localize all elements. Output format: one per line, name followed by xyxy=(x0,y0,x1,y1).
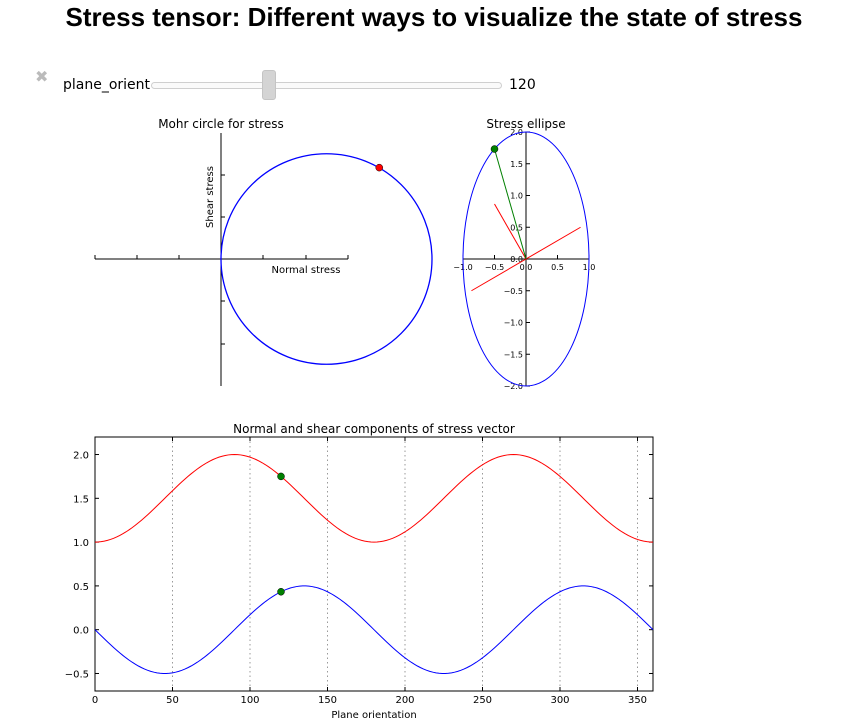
x-tick-label: 150 xyxy=(318,695,337,706)
y-tick-label: 2.0 xyxy=(73,451,89,462)
x-tick-label: 0 xyxy=(92,695,98,706)
components-frame xyxy=(94,436,654,692)
y-tick-label: −0.5 xyxy=(65,669,89,680)
y-tick-label: 1.0 xyxy=(73,538,89,549)
components-grid xyxy=(172,437,638,691)
stress-vector-line xyxy=(494,148,527,260)
normal-stress-series xyxy=(94,454,654,543)
components-title: Normal and shear components of stress ve… xyxy=(233,422,515,436)
mohr-title: Mohr circle for stress xyxy=(158,117,284,131)
components-ticks: 0 50 100 150 200 250 300 350 2.0 1.5 1.0 0.5 0.0 −0.5 xyxy=(65,437,653,706)
x-tick-label: 200 xyxy=(395,695,414,706)
shear-stress-series xyxy=(94,585,654,674)
ellipse-x-tick-label: −0.5 xyxy=(485,263,504,272)
ellipse-y-tick-label: 2.0 xyxy=(510,128,523,137)
plane-orient-slider-handle[interactable] xyxy=(262,70,276,100)
mohr-chart: Mohr circle for stress Normal stress She… xyxy=(94,117,433,386)
mohr-marker xyxy=(375,163,383,172)
plane-orient-slider-track[interactable] xyxy=(151,82,502,89)
components-xlabel: Plane orientation xyxy=(331,710,416,721)
close-icon[interactable]: ✖ xyxy=(35,67,49,86)
x-tick-label: 300 xyxy=(550,695,569,706)
x-tick-label: 100 xyxy=(240,695,259,706)
ellipse-y-tick-label: 0.0 xyxy=(510,255,523,264)
ellipse-y-tick-label: 1.0 xyxy=(510,192,523,201)
ellipse-y-tick-label: −0.5 xyxy=(504,287,523,296)
shear-marker xyxy=(277,588,285,596)
components-chart: Normal and shear components of stress ve… xyxy=(65,422,654,721)
mohr-xlabel: Normal stress xyxy=(272,265,341,276)
slider-value: 120 xyxy=(509,77,536,93)
stress-ellipse xyxy=(462,131,590,387)
y-tick-label: 0.5 xyxy=(73,582,89,593)
x-tick-label: 250 xyxy=(473,695,492,706)
x-tick-label: 50 xyxy=(166,695,179,706)
normal-marker xyxy=(277,472,285,481)
ellipse-y-tick-label: −2.0 xyxy=(504,382,523,391)
ellipse-y-tick-label: −1.5 xyxy=(504,350,523,359)
y-tick-label: 0.0 xyxy=(73,626,89,637)
ellipse-chart: Stress ellipse −1.0 −0.5 0.0 0.5 1.02.01.51.… xyxy=(453,117,595,391)
mohr-ylabel: Shear stress xyxy=(205,166,216,228)
y-tick-label: 1.5 xyxy=(73,494,89,505)
ellipse-x-tick-label: 0.0 xyxy=(520,263,533,272)
x-tick-label: 350 xyxy=(628,695,647,706)
ellipse-y-tick-label: 1.5 xyxy=(510,160,523,169)
ellipse-y-tick-label: −1.0 xyxy=(504,319,523,328)
stress-vector-marker xyxy=(490,145,499,153)
page-title: Stress tensor: Different ways to visuali… xyxy=(65,2,803,32)
mohr-circle xyxy=(220,153,433,365)
ellipse-title: Stress ellipse xyxy=(486,117,565,131)
ellipse-x-tick-label: 0.5 xyxy=(551,263,564,272)
slider-label: plane_orient xyxy=(63,77,151,93)
normal-line xyxy=(494,203,527,260)
